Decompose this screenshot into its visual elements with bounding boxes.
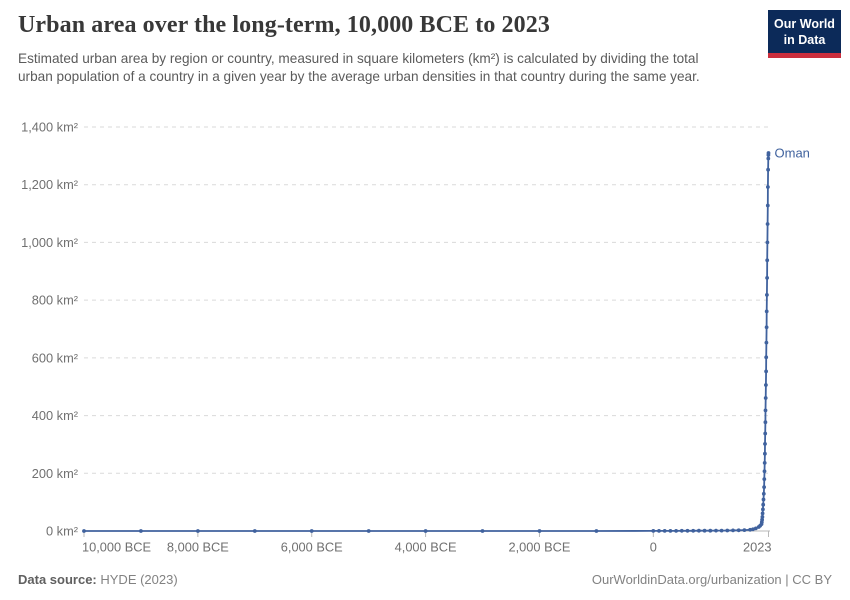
series-point [766, 167, 770, 172]
series-point [765, 203, 770, 208]
series-point [760, 517, 764, 522]
series-line-oman [83, 152, 770, 532]
series-point [423, 529, 428, 533]
series-point [763, 431, 768, 436]
series-point [764, 309, 769, 314]
series-point [765, 222, 770, 226]
series-point [480, 529, 485, 533]
x-axis-tick-label: 6,000 BCE [281, 540, 343, 555]
series-point [742, 528, 747, 532]
series-point [714, 528, 718, 533]
logo-line-2: in Data [783, 33, 826, 47]
chart-footer: Data source: HYDE (2023) OurWorldinData.… [0, 572, 850, 587]
series-point [753, 526, 758, 531]
series-point [691, 528, 696, 533]
series-point [537, 529, 542, 533]
x-axis-tick-label: 4,000 BCE [395, 540, 457, 555]
page-title: Urban area over the long-term, 10,000 BC… [18, 12, 550, 38]
series-point [697, 528, 701, 533]
y-axis-tick-label: 1,400 km² [21, 120, 79, 135]
series-point [708, 528, 713, 533]
series-point [764, 340, 769, 345]
entity-label-oman: Oman [775, 145, 810, 160]
series-point [657, 529, 661, 533]
series-point [685, 528, 690, 533]
series-point [763, 451, 767, 456]
series-point [765, 293, 769, 297]
series-point [748, 527, 752, 532]
series-point [668, 529, 673, 533]
line-chart-plot-area[interactable]: 0 km² 200 km² 400 km² 600 km² 800 km² 1,000 k… [0, 110, 850, 570]
series-point [763, 396, 768, 400]
series-point [702, 528, 707, 533]
series-point [761, 491, 766, 496]
series-point [651, 529, 656, 533]
series-point [765, 258, 770, 263]
series-point [764, 325, 769, 330]
x-axis-tick-label: 2,000 BCE [509, 540, 571, 555]
series-point [762, 461, 767, 465]
owid-logo[interactable]: Our World in Data [768, 10, 841, 58]
series-point [719, 528, 724, 533]
y-axis-tick-label: 800 km² [32, 293, 79, 308]
series-point [196, 529, 200, 533]
series-point [762, 477, 767, 481]
series-point [761, 502, 766, 507]
data-source-value: HYDE (2023) [100, 572, 178, 587]
series-point [766, 156, 771, 161]
y-axis-tick-label: 400 km² [32, 408, 79, 423]
series-point [761, 497, 766, 502]
x-axis-tick-label: 10,000 BCE [82, 540, 151, 555]
y-axis-tick-label: 600 km² [32, 350, 79, 365]
series-point [764, 355, 769, 360]
data-source-label: Data source: [18, 572, 97, 587]
x-axis-tick-label: 0 [650, 540, 657, 555]
y-axis-tick-label: 200 km² [32, 466, 79, 481]
data-source: Data source: HYDE (2023) [18, 572, 178, 587]
chart-subtitle: Estimated urban area by region or countr… [18, 51, 700, 84]
series-point [760, 511, 765, 516]
series-point [762, 485, 766, 489]
series-point [679, 528, 684, 533]
series-point [765, 276, 769, 280]
series-point [309, 529, 314, 533]
series-point [761, 507, 765, 512]
series-point [139, 529, 143, 533]
series-point [594, 529, 599, 533]
series-point [763, 420, 768, 425]
series-point [764, 369, 768, 374]
logo-line-1: Our World [774, 17, 835, 31]
series-point [662, 529, 667, 533]
series-point [731, 528, 735, 533]
series-point [366, 529, 371, 533]
series-point [725, 528, 730, 533]
x-axis-tick-label: 2023 [743, 540, 771, 555]
x-axis-tick-label: 8,000 BCE [167, 540, 229, 555]
series-point [252, 529, 257, 533]
y-axis-tick-label: 0 km² [46, 524, 79, 539]
series-point [766, 151, 771, 155]
series-point [765, 240, 770, 245]
credit-link[interactable]: OurWorldinData.org/urbanization | CC BY [591, 572, 832, 587]
series-point [764, 383, 768, 387]
series-point [760, 515, 765, 519]
series-point [762, 469, 767, 474]
series-point [736, 528, 741, 533]
series-point [82, 529, 86, 533]
series-point [763, 408, 768, 413]
series-point [763, 442, 767, 446]
y-axis-tick-label: 1,200 km² [21, 177, 79, 192]
series-point [766, 185, 770, 189]
series-point [674, 529, 678, 533]
y-axis-tick-label: 1,000 km² [21, 235, 79, 250]
